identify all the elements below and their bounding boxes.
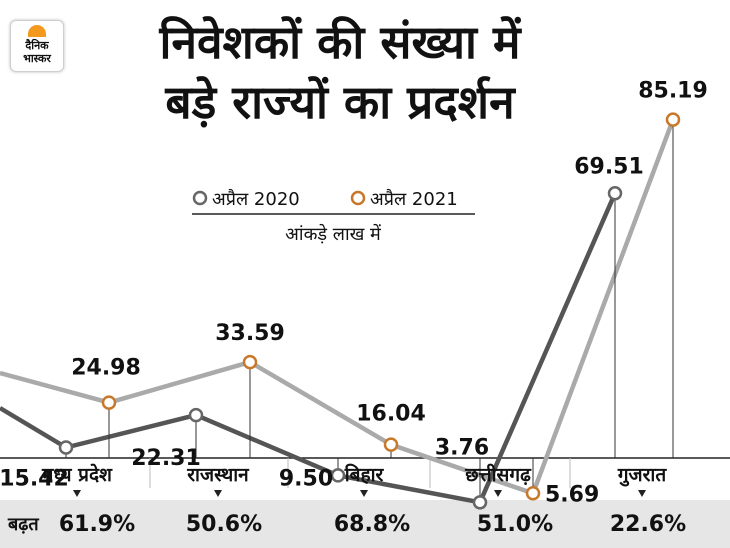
value-label-2020: 22.31 xyxy=(131,446,201,471)
growth-value: 51.0% xyxy=(477,512,553,537)
legend-marker-2020 xyxy=(192,190,208,206)
value-label-2021: 16.04 xyxy=(356,402,426,427)
plot-area: 15.42 22.31 9.50 3.76 69.51 24.98 33.59 16.04 5.… xyxy=(0,79,730,548)
value-label-2020: 69.51 xyxy=(574,154,644,179)
growth-value: 68.8% xyxy=(334,512,410,537)
chart-title-line-2: बड़े राज्यों का प्रदर्शन xyxy=(164,75,516,129)
unit-note: आंकड़े लाख में xyxy=(285,223,382,245)
growth-value: 22.6% xyxy=(610,512,686,537)
point-2021 xyxy=(383,437,399,452)
chart-title-line-1: निवेशकों की संख्या में xyxy=(159,15,522,69)
category-label: बिहार xyxy=(344,463,385,486)
value-label-2020: 9.50 xyxy=(279,466,333,491)
down-arrow-icon xyxy=(638,490,646,497)
dainik-bhaskar-logo: दैनिक भास्कर xyxy=(10,20,64,72)
logo-sun-icon xyxy=(28,25,46,37)
point-2021 xyxy=(101,395,117,410)
legend-label-2021: अप्रैल 2021 xyxy=(370,188,458,210)
point-2021 xyxy=(525,486,541,501)
point-2021 xyxy=(665,112,681,127)
logo-line-2: भास्कर xyxy=(23,52,51,65)
point-2020 xyxy=(330,468,346,483)
growth-value: 50.6% xyxy=(186,512,262,537)
logo-line-1: दैनिक xyxy=(25,39,49,52)
growth-band xyxy=(0,500,730,548)
point-2020 xyxy=(58,440,74,455)
category-label: छत्तीसगढ़ xyxy=(464,463,532,486)
value-label-2021: 5.69 xyxy=(545,482,599,507)
down-arrow-icon xyxy=(73,490,81,497)
category-label: राजस्थान xyxy=(186,464,250,486)
point-2020 xyxy=(472,495,488,510)
growth-value: 61.9% xyxy=(59,512,135,537)
point-2020 xyxy=(188,407,204,423)
point-2020 xyxy=(607,186,623,201)
down-arrow-icon xyxy=(214,490,222,497)
growth-label: बढ़त xyxy=(7,514,39,535)
point-2021 xyxy=(242,354,258,370)
category-label: गुजरात xyxy=(617,464,667,487)
series-line-2020 xyxy=(0,192,618,505)
series-line-2021 xyxy=(0,118,676,496)
down-arrow-icon xyxy=(360,490,368,497)
value-label-2020: 3.76 xyxy=(435,435,489,460)
category-label: मध्य प्रदेश xyxy=(41,463,113,486)
legend-marker-2021 xyxy=(350,190,366,206)
down-arrow-icon xyxy=(494,490,502,497)
value-label-2021: 33.59 xyxy=(215,321,285,346)
legend: अप्रैल 2020 अप्रैल 2021 आंकड़े लाख में xyxy=(192,188,475,245)
value-label-2021: 85.19 xyxy=(638,79,708,104)
legend-label-2020: अप्रैल 2020 xyxy=(212,188,300,210)
value-label-2020: 15.42 xyxy=(0,467,69,492)
value-label-2021: 24.98 xyxy=(71,356,141,381)
